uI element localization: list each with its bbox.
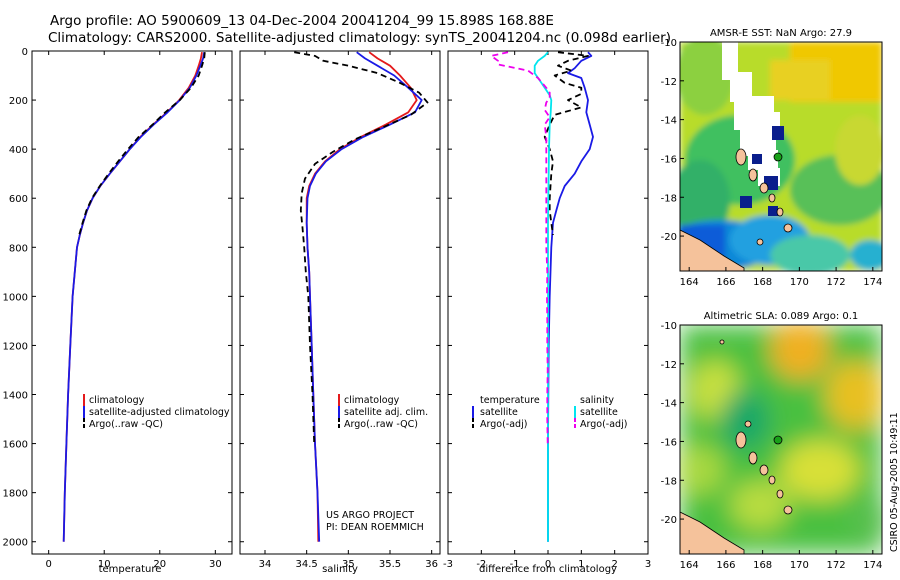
map-x-tick-label: 172 (827, 560, 846, 571)
sst-argo-position-marker (773, 152, 783, 162)
y-tick-label: 1000 (3, 292, 28, 303)
y-tick-label: 1800 (3, 489, 28, 500)
map-y-tick-label: -18 (661, 193, 677, 204)
series-line-satellite-adj-clim (305, 51, 423, 542)
map-y-tick-label: -20 (661, 232, 677, 243)
x-tick-label: -2 (476, 559, 486, 570)
legend-label-argo: Argo(..raw -QC) (344, 419, 418, 430)
map-x-tick-label: 164 (680, 277, 699, 288)
series-line-argo-raw-qc (78, 52, 206, 236)
map-y-tick-label: -12 (661, 77, 677, 88)
temperature-legend: climatology satellite-adjusted climatolo… (83, 394, 230, 430)
map-x-tick-label: 168 (753, 560, 772, 571)
x-tick-label: -3 (443, 559, 453, 570)
map-y-tick-label: -12 (661, 360, 677, 371)
y-tick-label: 200 (9, 96, 28, 107)
sla-map-title: Altimetric SLA: 0.089 Argo: 0.1 (704, 311, 859, 322)
legend-label-satellite: satellite-adjusted climatology (89, 407, 230, 418)
x-tick-label: 20 (153, 559, 166, 570)
legend-label-climatology: climatology (89, 395, 145, 406)
salinity-axes-frame (239, 50, 441, 555)
legend-heading-salinity: salinity (580, 395, 614, 406)
map-y-tick-label: -16 (661, 437, 677, 448)
series-line-argo-raw-qc (294, 51, 429, 444)
y-tick-label: 400 (9, 145, 28, 156)
sla-land (680, 339, 793, 554)
pi-annotation: PI: DEAN ROEMMICH (326, 522, 424, 533)
y-tick-label: 1200 (3, 341, 28, 352)
legend-label-satellite: satellite adj. clim. (344, 407, 428, 418)
x-tick-label: 2 (611, 559, 617, 570)
sst-map-frame (679, 41, 883, 272)
legend-label-temp-argo: Argo(-adj) (480, 419, 527, 430)
legend-label-sal-argo: Argo(-adj) (580, 419, 627, 430)
x-tick-label: 3 (645, 559, 651, 570)
x-tick-label: 34.5 (296, 559, 318, 570)
y-tick-label: 2000 (3, 538, 28, 549)
sla-argo-position-marker (773, 435, 783, 445)
map-x-tick-label: 164 (680, 560, 699, 571)
map-x-tick-label: 166 (716, 277, 735, 288)
map-y-tick-label: -18 (661, 476, 677, 487)
map-x-tick-label: 174 (863, 277, 882, 288)
y-tick-label: 1400 (3, 391, 28, 402)
difference-xlabel: difference from climatology (479, 564, 617, 575)
sla-map-frame (679, 324, 883, 555)
salinity-legend: climatology satellite adj. clim. Argo(..… (338, 394, 428, 430)
x-tick-label: 36 (425, 559, 438, 570)
map-x-tick-label: 168 (753, 277, 772, 288)
x-tick-label: 0 (45, 559, 51, 570)
map-x-tick-label: 170 (790, 277, 809, 288)
y-tick-label: 800 (9, 243, 28, 254)
legend-label-temp-satellite: satellite (480, 407, 518, 418)
series-line-salinity-argo-adj (490, 51, 551, 444)
figure-title-line1: Argo profile: AO 5900609_13 04-Dec-2004 … (50, 13, 554, 29)
map-y-tick-label: -10 (661, 38, 677, 49)
x-tick-label: 30 (209, 559, 222, 570)
temperature-xlabel: temperature (99, 564, 162, 575)
salinity-panel: 34 34.5 35 35.5 36 salinity climatology sate… (239, 50, 441, 575)
y-tick-label: 0 (22, 47, 28, 58)
map-x-tick-label: 174 (863, 560, 882, 571)
map-x-tick-label: 166 (716, 560, 735, 571)
project-annotation: US ARGO PROJECT (326, 510, 414, 521)
temperature-panel: 0 200 400 600 800 1000 1200 1400 1600 1800 2000 0 1… (3, 47, 233, 575)
map-y-tick-label: -10 (661, 321, 677, 332)
legend-heading-temperature: temperature (480, 395, 540, 406)
x-tick-label: 0 (545, 559, 551, 570)
legend-label-sal-satellite: satellite (580, 407, 618, 418)
legend-label-argo: Argo(..raw -QC) (89, 419, 163, 430)
figure-title-line2: Climatology: CARS2000. Satellite-adjuste… (48, 30, 671, 46)
x-tick-label: 1 (578, 559, 584, 570)
map-y-tick-label: -14 (661, 116, 677, 127)
y-tick-label: 1600 (3, 440, 28, 451)
sst-map-panel: AMSR-E SST: NaN Argo: 27.9 (661, 28, 883, 288)
map-x-tick-label: 172 (827, 277, 846, 288)
y-tick-label: 600 (9, 194, 28, 205)
sla-map-panel: Altimetric SLA: 0.089 Argo: 0.1 (661, 311, 883, 571)
series-line-temperature-argo-adj (543, 51, 589, 236)
sst-map-title: AMSR-E SST: NaN Argo: 27.9 (710, 28, 852, 39)
x-tick-label: -1 (510, 559, 520, 570)
map-y-tick-label: -16 (661, 154, 677, 165)
salinity-xlabel: salinity (322, 564, 358, 575)
temperature-axes-frame (31, 50, 233, 555)
map-y-tick-label: -20 (661, 515, 677, 526)
difference-legend: temperature satellite Argo(-adj) salinit… (472, 395, 627, 430)
sla-field (680, 325, 882, 554)
sst-land (680, 148, 793, 271)
timestamp-footer: CSIRO 05-Aug-2005 10:49:11 (889, 412, 900, 552)
x-tick-label: 34 (259, 559, 272, 570)
map-y-tick-label: -14 (661, 399, 677, 410)
x-tick-label: 10 (98, 559, 111, 570)
difference-panel: -3 -2 -1 0 1 2 3 difference from climatology t… (443, 50, 651, 575)
map-x-tick-label: 170 (790, 560, 809, 571)
x-tick-label: 35 (342, 559, 355, 570)
x-tick-label: 35.5 (379, 559, 401, 570)
legend-label-climatology: climatology (344, 395, 400, 406)
